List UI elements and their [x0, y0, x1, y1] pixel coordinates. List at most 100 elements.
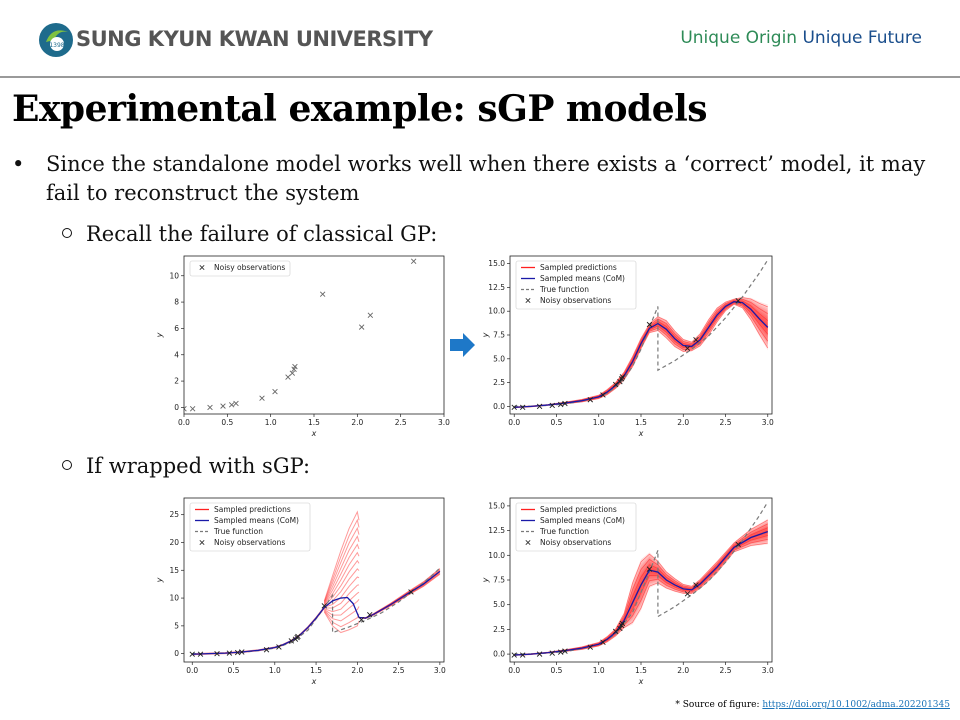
y-tick-label: 5.0 [493, 354, 505, 363]
observation-point [562, 400, 568, 407]
observation-point [684, 591, 691, 597]
legend-entry: Sampled means (CoM) [521, 274, 625, 283]
observation-point [358, 617, 365, 623]
prediction-sample-line [324, 591, 360, 613]
y-tick-label: 12.5 [488, 283, 505, 292]
source-link[interactable]: https://doi.org/10.1002/adma.202201345 [762, 700, 950, 710]
prediction-band [514, 299, 768, 408]
plot-area [189, 510, 441, 657]
legend-entry: True function [195, 527, 263, 536]
prediction-sample-line [323, 535, 360, 604]
footer-prefix: * Source of figure: [675, 700, 763, 710]
bullet-1: • Since the standalone model works well … [12, 150, 942, 208]
prediction-sample-line [323, 526, 360, 603]
observation-point [189, 406, 196, 412]
y-tick-label: 5.0 [493, 600, 505, 609]
y-tick-label: 25 [169, 510, 179, 519]
x-tick-label: 1.5 [308, 418, 320, 427]
legend-label: Noisy observations [540, 538, 611, 547]
prediction-band [514, 299, 768, 408]
observation-point [259, 395, 265, 401]
prediction-sample-line [514, 297, 768, 408]
legend-label: Noisy observations [540, 296, 611, 305]
observation-point [557, 649, 564, 655]
observation-point [366, 612, 373, 618]
observation-point [612, 381, 619, 388]
legend-box [189, 502, 311, 552]
observation-point [272, 388, 278, 395]
chart-svg: 0.0 0.5 1.0 1.5 2.0 2.5 3.0 0 5 10 15 20 25 x y Sampled… [155, 497, 446, 686]
x-tick-label: 0.0 [178, 418, 190, 427]
x-tick-label: 0.5 [551, 418, 563, 427]
y-tick-label: 2.5 [493, 378, 505, 387]
observation-point [735, 541, 741, 548]
observation-point [549, 650, 555, 656]
sub-bullet-2: If wrapped with sGP: [62, 452, 310, 481]
observation-point [600, 392, 606, 398]
x-tick-label: 0.5 [551, 666, 563, 675]
sub-bullet-1: Recall the failure of classical GP: [62, 220, 437, 249]
legend-label: True function [539, 285, 589, 294]
figure-source: * Source of figure: https://doi.org/10.1… [675, 700, 950, 710]
prediction-band [514, 519, 768, 656]
observation-point [549, 402, 555, 409]
prediction-sample-line [514, 298, 768, 408]
x-tick-label: 0.0 [508, 666, 520, 675]
x-tick-label: 1.0 [269, 666, 281, 675]
header-bar: 1398 SUNG KYUN KWAN UNIVERSITY Unique Or… [0, 0, 960, 78]
x-tick-label: 2.0 [351, 666, 363, 675]
observation-point [197, 651, 204, 657]
slide-title: Experimental example: sGP models [12, 88, 708, 130]
prediction-sample-line [324, 576, 360, 608]
observation-point [511, 652, 517, 658]
legend-label: Noisy observations [214, 538, 285, 547]
legend-entry: Sampled means (CoM) [521, 516, 625, 525]
sub-bullet-marker [62, 460, 72, 470]
legend-entry: Sampled predictions [521, 505, 617, 514]
legend-box [189, 260, 291, 277]
legend-box [515, 260, 637, 310]
y-tick-label: 10 [169, 594, 179, 603]
legend-entry: True function [521, 285, 589, 294]
observation-point [220, 403, 226, 409]
observation-point [276, 644, 282, 650]
y-tick-label: 5 [174, 621, 179, 630]
y-tick-label: 7.5 [493, 331, 505, 340]
prediction-sample-line [514, 300, 769, 408]
observation-point [511, 404, 517, 411]
x-tick-label: 2.0 [677, 666, 689, 675]
x-tick-label: 3.0 [434, 666, 446, 675]
observation-point [557, 401, 564, 408]
x-tick-label: 1.0 [593, 666, 605, 675]
observation-point [367, 312, 374, 318]
chart-svg: 0.0 0.5 1.0 1.5 2.0 2.5 3.0 0.0 2.5 5.0 7.5 10.0 12.… [481, 255, 774, 438]
observation-point [600, 639, 606, 645]
x-tick-label: 0.0 [186, 666, 198, 675]
observation-point [646, 321, 653, 328]
prediction-band [514, 297, 768, 408]
bullet-dot: • [12, 152, 25, 176]
legend-entry: Noisy observations [525, 538, 611, 547]
bullet-1-text: Since the standalone model works well wh… [46, 152, 926, 205]
observation-point [228, 402, 235, 408]
prediction-sample-line [358, 568, 441, 619]
legend-label: True function [213, 527, 263, 536]
observation-point [226, 650, 233, 656]
observation-point [562, 648, 568, 654]
prediction-band [514, 301, 768, 408]
prediction-band [514, 300, 768, 408]
slogan-part1: Unique Origin [680, 28, 798, 48]
y-tick-label: 0.0 [493, 402, 505, 411]
sampled-mean-line [514, 530, 768, 656]
sub-bullet-1-text: Recall the failure of classical GP: [86, 222, 438, 246]
true-function-line [514, 259, 769, 407]
observation-point [358, 324, 365, 330]
sampled-mean-line [514, 301, 769, 408]
plot-frame [183, 255, 445, 415]
prediction-band [514, 523, 768, 656]
prediction-band [514, 300, 768, 408]
legend-label: True function [539, 527, 589, 536]
observation-point [239, 649, 245, 655]
legend-label: Sampled predictions [540, 263, 617, 272]
legend-entry: Noisy observations [525, 296, 611, 305]
